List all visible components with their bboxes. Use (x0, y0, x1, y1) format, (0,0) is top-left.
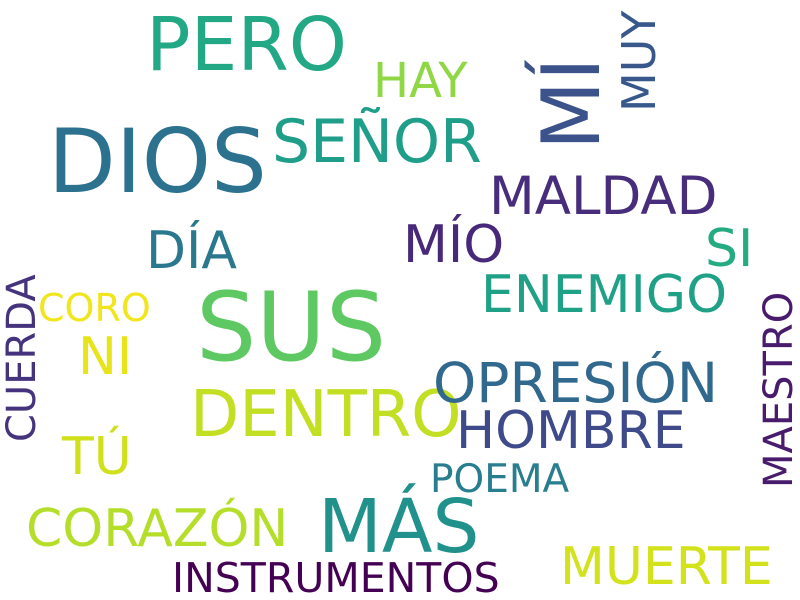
word-muy: MUY (612, 10, 666, 112)
word-senor: SEÑOR (272, 106, 482, 177)
word-muerte: MUERTE (560, 537, 773, 597)
word-hombre: HOMBRE (456, 401, 686, 461)
word-tu: TÚ (61, 425, 132, 487)
word-maldad: MALDAD (489, 166, 717, 227)
word-dentro: DENTRO (190, 378, 462, 452)
word-mio: MÍO (403, 214, 504, 275)
word-instrumentos: INSTRUMENTOS (172, 554, 500, 600)
word-pero: PERO (146, 2, 347, 88)
word-coro: CORO (38, 286, 151, 330)
word-opresion: OPRESIÓN (433, 351, 718, 415)
word-corazon: CORAZÓN (26, 497, 288, 559)
word-si: SI (705, 219, 753, 279)
word-dios: DIOS (48, 110, 267, 213)
word-enemigo: ENEMIGO (481, 265, 727, 325)
word-ni: NI (78, 327, 132, 387)
word-mi: MÍ (524, 57, 618, 150)
word-poema: POEMA (430, 457, 570, 502)
word-hay: HAY (373, 53, 468, 109)
word-cuerda: CUERDA (0, 274, 45, 442)
word-mas: MÁS (318, 482, 479, 570)
word-maestro: MAESTRO (756, 292, 800, 488)
word-dia: DÍA (146, 220, 237, 281)
word-sus: SUS (196, 273, 386, 383)
